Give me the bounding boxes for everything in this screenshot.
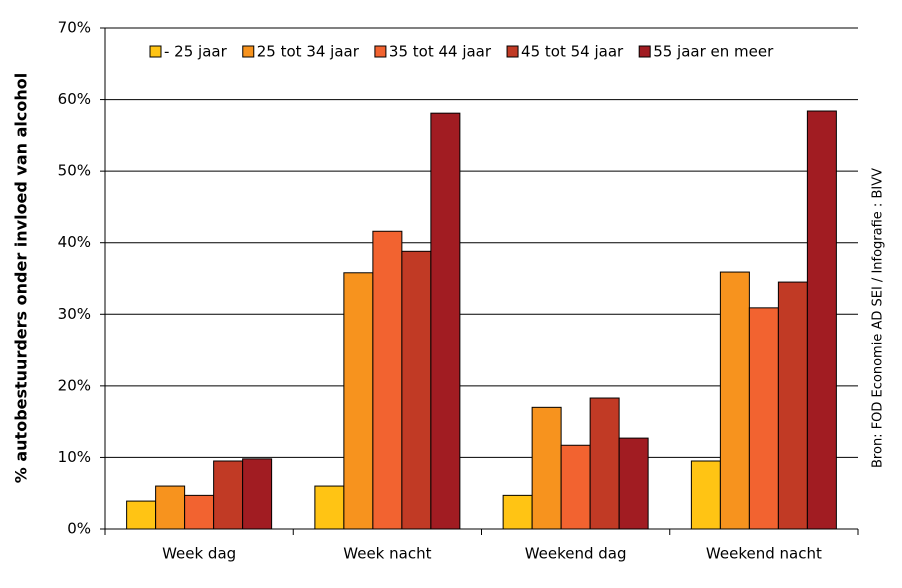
y-tick-label: 0%: [67, 520, 91, 538]
x-tick-label: Week nacht: [343, 545, 431, 563]
bar: [155, 485, 186, 530]
bar: [314, 485, 345, 530]
bar: [618, 437, 649, 530]
legend-label: 45 tot 54 jaar: [521, 43, 624, 61]
bar: [184, 494, 215, 530]
bar: [242, 458, 273, 530]
bar: [531, 406, 562, 530]
bar: [372, 230, 403, 530]
y-tick-label: 10%: [58, 448, 91, 466]
legend-swatch: [374, 45, 387, 58]
y-tick-label: 40%: [58, 233, 91, 251]
legend-swatch: [149, 45, 162, 58]
legend-swatch: [638, 45, 651, 58]
bar: [213, 460, 244, 530]
bar: [401, 250, 432, 530]
legend-label: 35 tot 44 jaar: [389, 43, 492, 61]
y-tick-label: 50%: [58, 162, 91, 180]
bar: [430, 112, 461, 530]
bar: [126, 500, 157, 530]
y-axis-label: % autobestuurders onder invloed van alco…: [12, 73, 31, 483]
y-tick-label: 20%: [58, 376, 91, 394]
bar: [777, 281, 808, 530]
bar: [748, 307, 779, 530]
legend-label: - 25 jaar: [164, 43, 228, 61]
legend-swatch: [242, 45, 255, 58]
bar: [589, 397, 620, 530]
bar: [502, 494, 533, 530]
x-tick-label: Week dag: [162, 545, 236, 563]
source-note: Bron: FOD Economie AD SEI / Infografie :…: [871, 168, 886, 468]
bar: [806, 110, 837, 530]
x-tick-label: Weekend dag: [525, 545, 627, 563]
y-tick-label: 60%: [58, 90, 91, 108]
legend-label: 55 jaar en meer: [653, 43, 774, 61]
bar: [690, 460, 721, 530]
y-tick-label: 30%: [58, 305, 91, 323]
bar: [719, 271, 750, 530]
x-tick-label: Weekend nacht: [706, 545, 822, 563]
y-tick-label: 70%: [58, 19, 91, 37]
legend-swatch: [506, 45, 519, 58]
bar: [343, 272, 374, 530]
bar: [560, 444, 591, 530]
legend-label: 25 tot 34 jaar: [257, 43, 360, 61]
